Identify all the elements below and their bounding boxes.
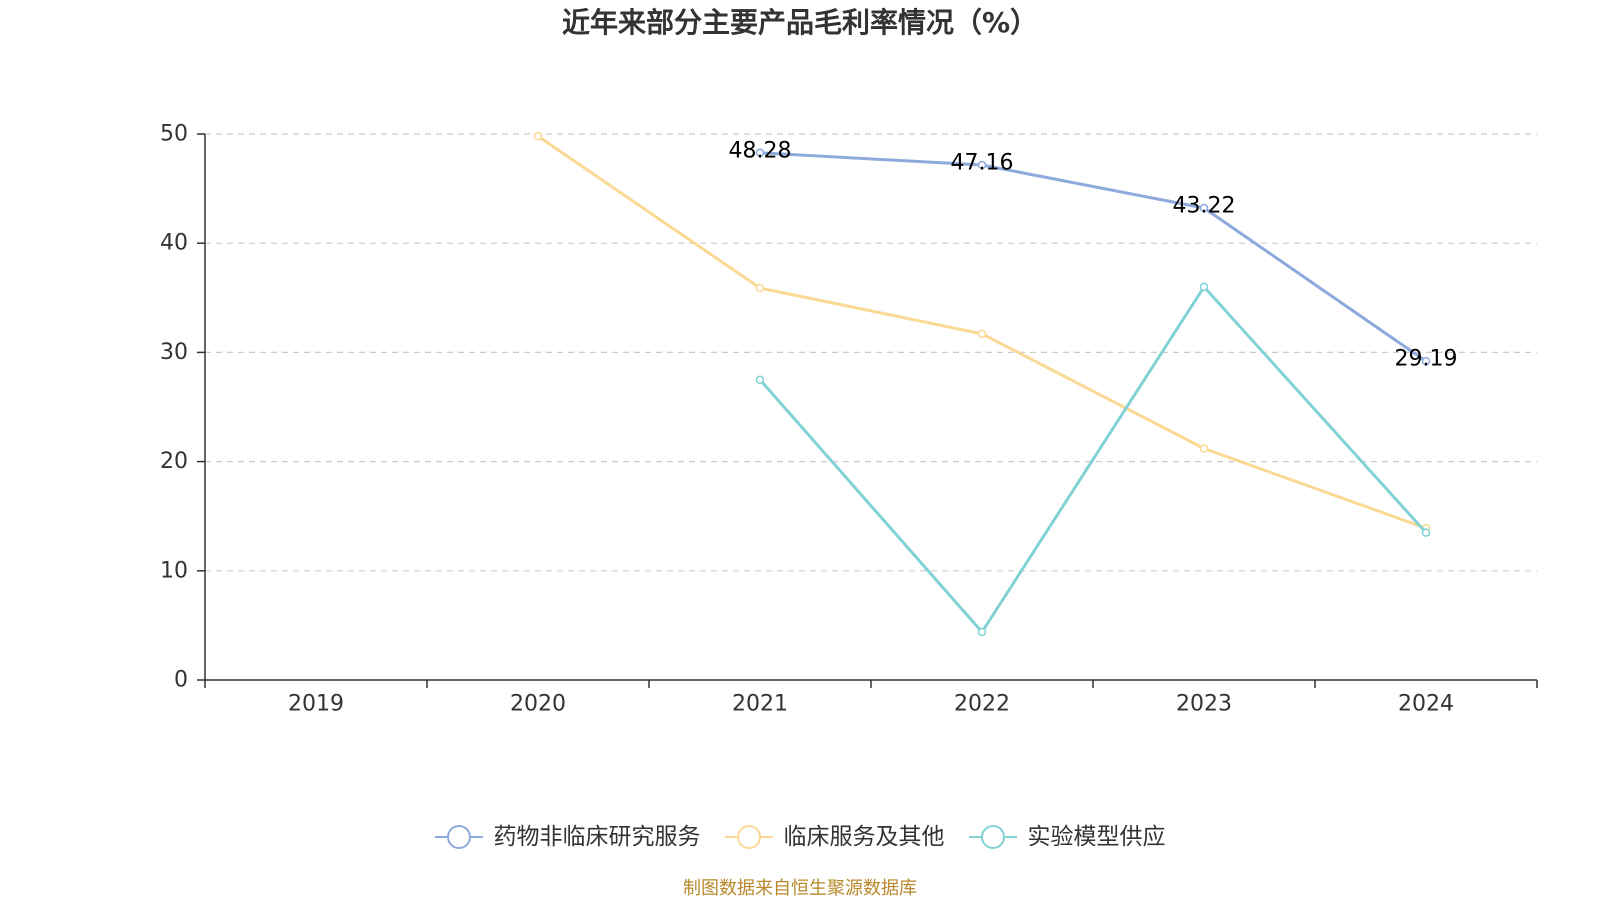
x-tick-label: 2021	[732, 692, 788, 717]
series-1-point	[1421, 356, 1431, 366]
y-tick-label: 0	[174, 668, 188, 693]
x-tick-label: 2023	[1176, 692, 1232, 717]
series-1-point	[977, 160, 987, 170]
series-3-point	[755, 375, 765, 384]
legend-icon-circle	[980, 825, 1005, 849]
x-tick-label: 2022	[954, 692, 1010, 717]
legend-icon-circle	[736, 825, 761, 849]
series-3-point	[1199, 282, 1209, 292]
legend-label: 临床服务及其他	[783, 824, 945, 850]
y-tick-label: 30	[160, 340, 188, 365]
series-2-point	[1199, 444, 1209, 453]
legend-item-1[interactable]: 药物非临床研究服务	[434, 820, 701, 854]
series-1-data-label: 43.22	[1173, 194, 1236, 219]
series-1-data-label: 47.16	[951, 151, 1014, 176]
legend-item-2[interactable]: 临床服务及其他	[724, 820, 945, 854]
x-tick-label: 2019	[288, 692, 344, 717]
series-1-data-label: 29.19	[1395, 347, 1458, 372]
y-tick-label: 20	[160, 449, 188, 474]
legend-label: 药物非临床研究服务	[493, 824, 701, 850]
series-1-data-label: 48.28	[729, 138, 792, 163]
legend-line-marker-icon	[724, 825, 773, 849]
x-tick-label: 2024	[1398, 692, 1454, 717]
chart-title: 近年来部分主要产品毛利率情况（%）	[561, 6, 1039, 39]
y-tick-label: 50	[160, 122, 188, 147]
series-3-point	[1421, 528, 1431, 537]
y-tick-label: 40	[160, 231, 188, 256]
legend-line-marker-icon	[968, 825, 1017, 849]
series-3-line	[758, 285, 1428, 634]
y-tick-label: 10	[160, 558, 188, 583]
x-tick-label: 2020	[510, 692, 566, 717]
series-1-point	[1199, 203, 1209, 213]
legend-icon-circle	[446, 825, 471, 849]
series-3-point	[977, 627, 987, 637]
legend-label: 实验模型供应	[1027, 824, 1166, 850]
legend-line-marker-icon	[434, 825, 483, 849]
data-source-note: 制图数据来自恒生聚源数据库	[683, 878, 917, 899]
series-2-point	[533, 131, 543, 141]
chart-legend: 药物非临床研究服务 临床服务及其他 实验模型供应	[0, 820, 1600, 854]
series-1-point	[755, 148, 765, 158]
series-2-point	[977, 329, 987, 339]
series-2-point	[755, 283, 765, 293]
legend-item-3[interactable]: 实验模型供应	[968, 820, 1166, 854]
series-1-line	[758, 151, 1428, 363]
